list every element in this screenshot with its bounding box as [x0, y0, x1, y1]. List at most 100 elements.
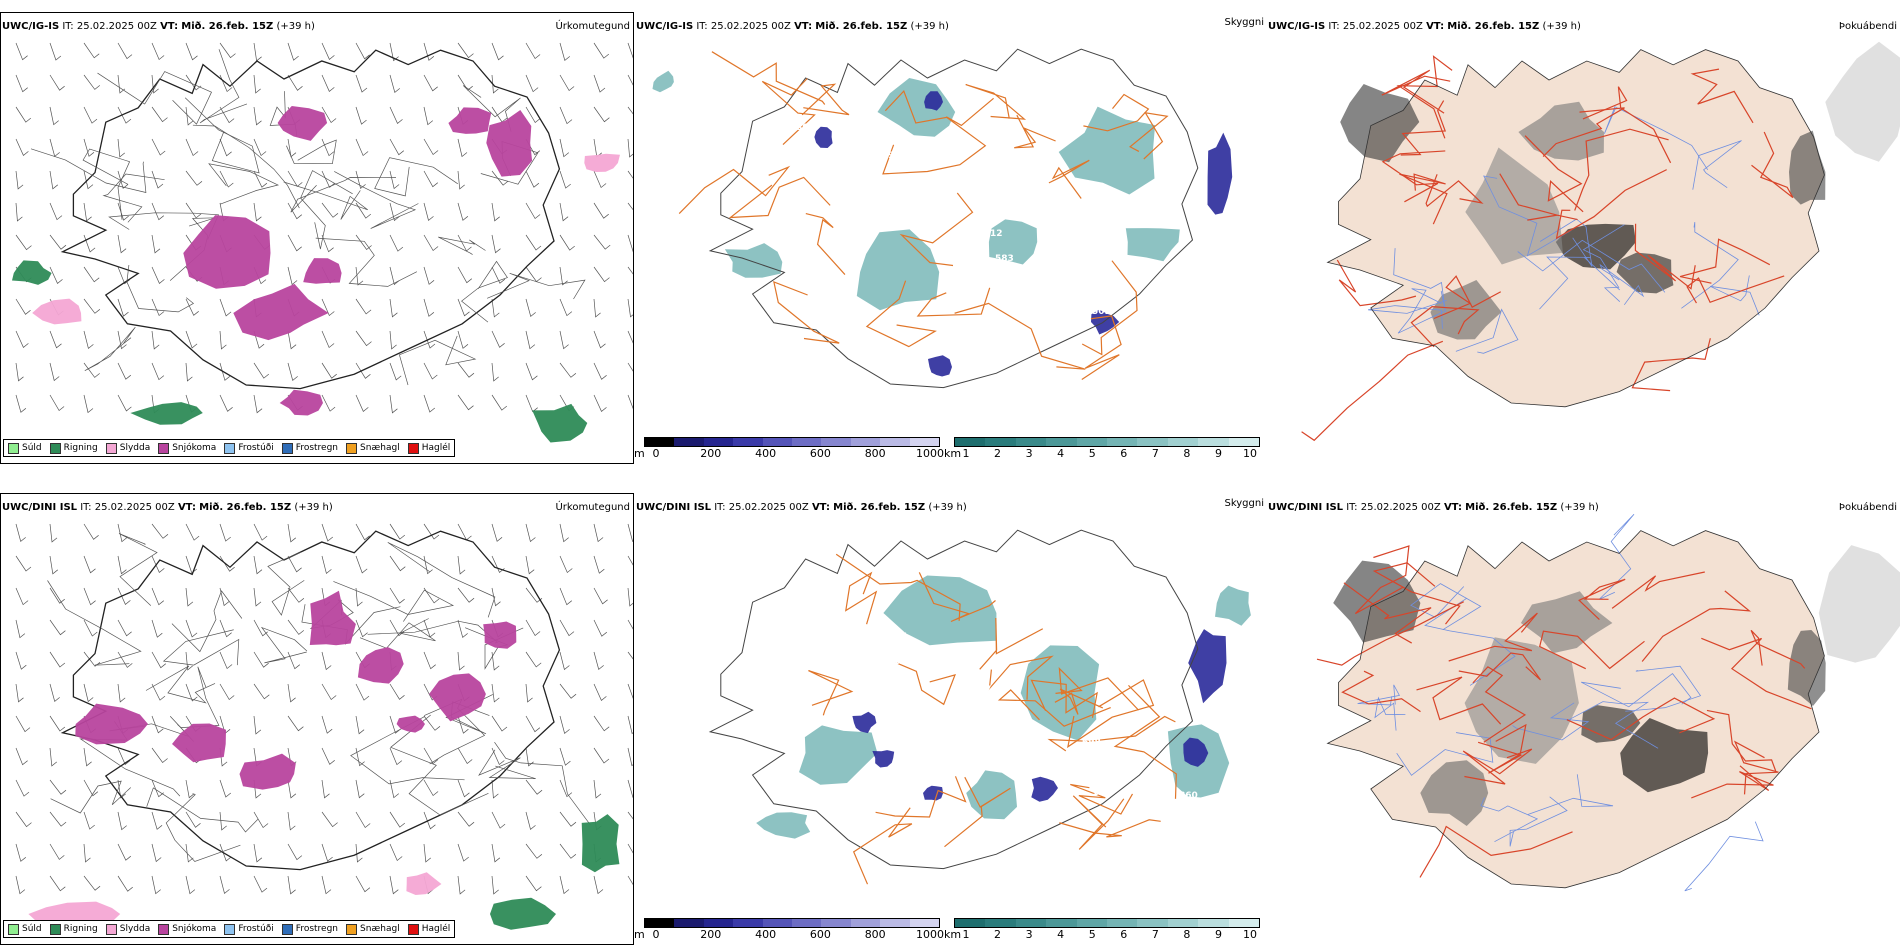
wind-barb: [219, 619, 232, 638]
wind-barb: [83, 875, 101, 891]
wind-barb: [389, 234, 404, 252]
wind-barb: [49, 587, 65, 604]
wind-barb: [593, 875, 604, 895]
wind-barb: [627, 394, 633, 410]
wind-barb: [185, 875, 196, 895]
panel-header-row2-col1: UWC/DINI ISL IT: 25.02.2025 00Z VT: Mið.…: [2, 502, 333, 513]
colorbar-tick: 1000: [916, 928, 944, 941]
colorbar-segment: [1107, 919, 1138, 927]
legend-item: Rigning: [49, 442, 98, 454]
wind-barb: [117, 202, 129, 221]
wind-barb: [355, 779, 365, 799]
wind-barb: [83, 587, 96, 606]
wind-barb: [457, 394, 474, 411]
roads-red-row2: [1316, 545, 1812, 878]
wind-barb: [15, 298, 31, 315]
wind-barb: [457, 619, 468, 639]
wind-barb: [389, 330, 397, 350]
panel-header-row1-col2: UWC/IG-IS IT: 25.02.2025 00Z VT: Mið. 26…: [636, 21, 949, 32]
wind-barb: [355, 362, 371, 379]
wind-barb: [525, 202, 541, 220]
colorbar-segment: [703, 919, 734, 927]
wind-barb: [83, 266, 100, 283]
wind-barb: [355, 234, 372, 251]
colorbar-segment: [1076, 919, 1108, 927]
visibility-value-label: 114: [985, 204, 1004, 214]
wind-barb: [253, 42, 262, 62]
wind-barb: [15, 106, 32, 123]
wind-barb: [151, 74, 159, 94]
legend-swatch: [49, 923, 61, 935]
wind-barb: [321, 330, 335, 349]
wind-barb: [253, 875, 268, 893]
colorbar-tick: 9: [1214, 928, 1222, 941]
wind-barb: [253, 330, 265, 349]
legend-label: Slydda: [119, 443, 151, 453]
wind-barb: [49, 330, 62, 349]
legend-swatch: [407, 442, 419, 454]
wind-barb: [423, 362, 438, 380]
colorbar-tick: 600: [809, 928, 831, 941]
wind-barb: [185, 138, 199, 157]
wind-barb: [287, 234, 302, 252]
wind-barb: [117, 555, 127, 575]
colorbar-segment: [909, 438, 940, 446]
visibility-value-label: 122: [704, 95, 723, 105]
wind-barb: [219, 138, 232, 157]
wind-barb: [593, 170, 607, 189]
wind-barb: [627, 683, 633, 699]
wind-barb: [117, 106, 132, 124]
visibility-value-label: 224: [1087, 763, 1106, 773]
wind-barb: [593, 330, 606, 349]
wind-barb: [15, 202, 23, 222]
wind-barb: [83, 330, 94, 350]
colorbar-tick: 8: [1183, 928, 1191, 941]
wind-barb: [457, 875, 466, 895]
colorbar-segment: [733, 919, 763, 927]
wind-barb: [321, 74, 335, 92]
visibility-value-label: 205: [791, 98, 810, 108]
wind-barb: [151, 234, 161, 254]
wind-barb: [627, 811, 633, 820]
iceland-coastline-row1: [60, 49, 561, 390]
wind-barb: [117, 362, 132, 380]
wind-barb: [355, 106, 367, 125]
wind-barb: [491, 843, 501, 863]
colorbar-unit: m: [634, 928, 645, 941]
visibility-value-label: 348: [898, 201, 917, 211]
visibility-value-label: 860: [1179, 791, 1198, 801]
wind-barb: [525, 234, 542, 251]
wind-barb: [559, 715, 570, 735]
wind-barb: [491, 394, 508, 411]
wind-barb: [83, 394, 94, 414]
wind-barb: [253, 811, 269, 829]
precip-legend-row1: Súld Rigning Slydda Snjókoma Frostúði Frostre…: [3, 439, 456, 457]
wind-barb: [15, 651, 27, 670]
wind-barb: [559, 74, 575, 92]
wind-barb: [423, 298, 435, 317]
wind-barb: [287, 715, 304, 732]
legend-item: Frostregn: [281, 442, 338, 454]
panel-header-row1-col1: UWC/IG-IS IT: 25.02.2025 00Z VT: Mið. 26…: [2, 21, 315, 32]
visibility-value-label: 698: [1082, 738, 1101, 748]
wind-barb: [15, 362, 24, 382]
wind-barb: [49, 555, 59, 575]
wind-barb: [49, 202, 63, 221]
wind-barb: [151, 875, 161, 895]
wind-barb: [355, 330, 372, 347]
colorbar-segment: [1228, 438, 1260, 446]
panel-title-fog-row1: Þokuábendi: [1838, 21, 1897, 32]
visibility-value-label: 583: [995, 254, 1014, 264]
visibility-value-label: 676: [781, 338, 800, 348]
wind-barb: [15, 523, 26, 543]
wind-barb: [185, 683, 198, 702]
wind-barb: [627, 170, 633, 179]
colorbar-tick: 600: [809, 447, 831, 460]
wind-barb: [491, 42, 504, 61]
visibility-value-label: 379: [1174, 285, 1193, 295]
visibility-value-label: 509: [1092, 307, 1111, 317]
colorbar-segment: [985, 438, 1016, 446]
wind-barb: [117, 138, 126, 158]
wind-barb: [117, 42, 133, 60]
wind-barb: [49, 362, 60, 382]
